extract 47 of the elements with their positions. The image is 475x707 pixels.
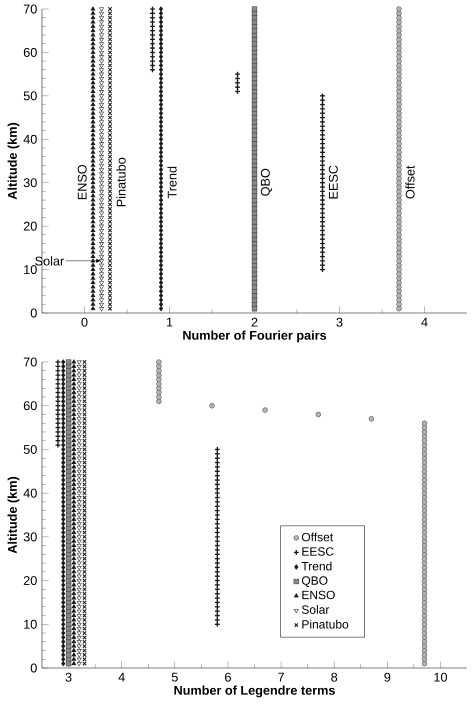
y-axis-title: Altitude (km) [8,122,20,200]
x-tick-label: 4 [421,318,428,326]
text: EESC [328,165,338,198]
x-axis-title: Number of Fourier pairs [183,330,326,342]
x-tick-label: 6 [225,672,231,682]
y-tick-label: 70 [24,358,37,366]
x-tick-label: 1 [166,318,172,326]
y-tick-label: 50 [24,91,37,100]
y-tick-label: 20 [24,222,37,231]
x-tick-label: 3 [66,672,72,682]
legend-label: ENSO [302,590,335,600]
legend-label: Pinatubo [302,620,348,629]
x-tick-label: 9 [384,672,390,682]
y-tick-label: 60 [24,48,37,57]
text: Trend [167,166,177,198]
text: QBO [260,168,272,196]
y-tick-label: 40 [23,488,37,498]
text: ENSO [78,164,87,200]
x-tick-label: 4 [118,672,125,682]
y-tick-label: 10 [24,265,37,274]
x-tick-label: 5 [172,672,178,682]
y-tick-label: 50 [24,444,37,454]
x-axis-title: Number of Legendre terms [174,686,335,698]
y-tick-label: 60 [24,401,37,410]
y-tick-label: 0 [30,664,37,672]
x-tick-label: 7 [278,672,284,682]
legend-label: Offset [302,532,334,542]
x-tick-label: 2 [252,318,258,327]
text: Offset [405,166,415,198]
text: Solar [35,256,64,266]
y-tick-label: 30 [24,178,37,188]
y-axis-title: Altitude (km) [8,476,20,554]
y-tick-label: 10 [24,620,37,629]
y-tick-label: 40 [23,134,37,144]
legend-label: EESC [302,547,334,556]
y-tick-label: 30 [24,532,37,542]
x-tick-label: 0 [81,318,88,327]
legend-label: Solar [302,605,330,614]
legend-label: Trend [302,562,332,570]
y-tick-label: 0 [30,308,37,318]
text: Pinatubo [116,158,126,206]
x-tick-label: 3 [336,318,342,327]
x-tick-label: 10 [434,672,447,682]
x-tick-label: 8 [331,672,338,682]
legend-label: QBO [302,576,328,587]
y-tick-label: 20 [24,576,37,586]
y-tick-label: 70 [24,4,37,14]
